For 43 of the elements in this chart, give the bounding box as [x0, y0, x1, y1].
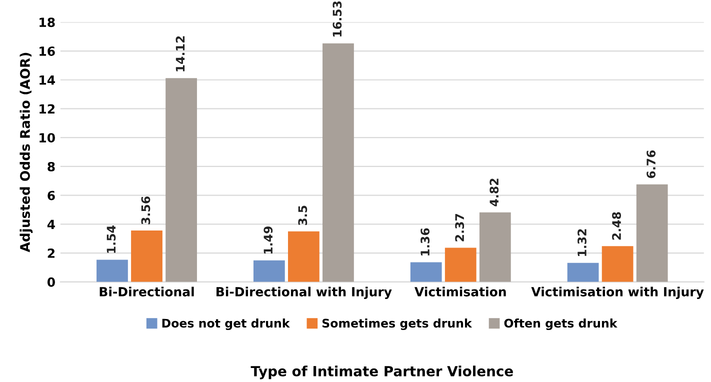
bar	[410, 262, 442, 282]
y-tick-label: 6	[48, 190, 55, 200]
bar	[567, 262, 599, 282]
data-label: 2.48	[612, 212, 621, 240]
data-label: 1.32	[578, 229, 586, 256]
y-tick-label: 2	[48, 248, 54, 258]
bar	[96, 260, 128, 282]
x-tick-label: Bi-Directional with Injury	[216, 286, 392, 299]
x-tick-label: Victimisation	[414, 286, 506, 296]
y-tick-label: 14	[40, 76, 55, 85]
bar	[636, 184, 668, 282]
data-label: 14.12	[176, 36, 185, 72]
data-label: 3.56	[141, 196, 150, 224]
x-tick-label: Bi-Directional	[100, 286, 194, 296]
y-tick-label: 0	[47, 277, 55, 287]
data-label: 1.54	[106, 226, 116, 253]
bar	[479, 212, 511, 282]
y-axis-title: Adjusted Odds Ratio (AOR)	[20, 52, 33, 252]
bar	[166, 78, 197, 282]
y-tick-label: 12	[40, 104, 54, 114]
data-label: 1.36	[420, 228, 430, 256]
bar	[444, 248, 476, 282]
legend-label: Often gets drunk	[504, 318, 618, 330]
y-tick-label: 18	[40, 18, 55, 28]
data-label: 2.37	[455, 214, 464, 242]
legend-label: Does not get drunk	[162, 318, 290, 330]
bar	[253, 260, 285, 282]
y-tick-label: 4	[47, 220, 55, 229]
y-tick-label: 16	[40, 46, 55, 56]
data-label: 3.5	[298, 206, 308, 226]
data-label: 6.76	[646, 150, 656, 178]
bar	[322, 43, 354, 282]
bar	[602, 246, 634, 282]
bar	[131, 230, 162, 282]
data-label: 1.49	[264, 226, 273, 254]
data-label: 4.82	[490, 178, 499, 206]
legend-label: Sometimes gets drunk	[322, 318, 472, 330]
y-tick-label: 10	[40, 133, 55, 143]
x-axis-title: Type of Intimate Partner Violence	[250, 366, 513, 380]
y-tick-label: 8	[48, 162, 55, 172]
bar	[288, 231, 320, 282]
x-tick-label: Victimisation with Injury	[531, 286, 704, 299]
data-label: 16.53	[332, 1, 342, 36]
